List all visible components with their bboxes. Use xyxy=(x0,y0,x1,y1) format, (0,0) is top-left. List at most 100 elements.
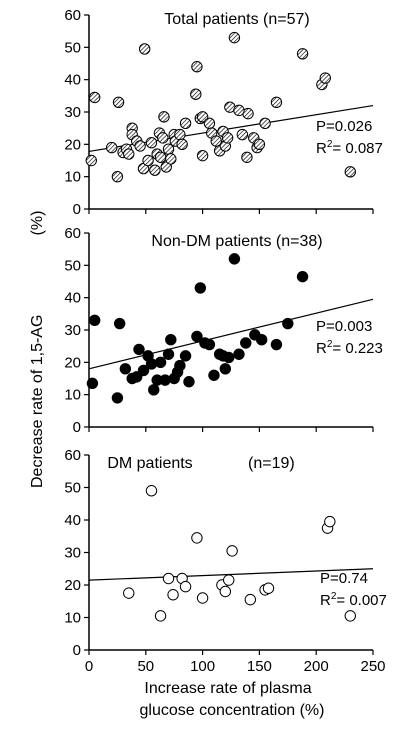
data-point xyxy=(282,317,294,330)
panel-2: 0 10 20 30 40 50 60 Non-DM patients (n=38) P=0.0… xyxy=(64,225,383,436)
y-tick-label: 10 xyxy=(64,387,81,404)
x-axis-title-line1: Increase rate of plasma xyxy=(144,680,311,697)
data-point xyxy=(270,338,283,351)
data-point xyxy=(203,117,216,130)
data-point xyxy=(174,359,186,372)
data-point xyxy=(158,111,170,123)
x-tick-label: 250 xyxy=(360,658,385,675)
data-point xyxy=(179,350,192,362)
panels: 0 10 20 30 40 50 60 Total patients (n=57) P=0.02… xyxy=(64,7,387,675)
data-point xyxy=(203,338,216,351)
data-point xyxy=(133,343,145,356)
data-point xyxy=(165,334,177,346)
data-point xyxy=(296,48,309,60)
data-point xyxy=(162,572,175,585)
data-point xyxy=(154,610,167,622)
data-point xyxy=(233,348,245,360)
y-axis-unit: (%) xyxy=(29,211,46,236)
data-point xyxy=(223,574,235,586)
x-tick-label: 150 xyxy=(247,658,272,675)
data-point xyxy=(174,128,186,141)
data-point xyxy=(344,166,356,178)
data-point xyxy=(165,153,177,165)
y-tick-label: 50 xyxy=(64,257,81,274)
data-point xyxy=(112,96,125,109)
y-tick-label: 60 xyxy=(64,447,81,464)
x-tick-label: 50 xyxy=(137,658,154,675)
panel-title: Non-DM patients (n=38) xyxy=(151,233,322,250)
y-tick-label: 30 xyxy=(64,104,81,121)
data-point xyxy=(145,485,158,497)
data-point xyxy=(138,43,151,55)
y-tick-label: 0 xyxy=(73,642,81,659)
panel-title: Total patients (n=57) xyxy=(164,11,309,28)
data-point xyxy=(137,364,150,377)
data-point xyxy=(157,132,169,144)
x-tick-label: 200 xyxy=(304,658,329,675)
data-point xyxy=(88,91,101,104)
p-value: P=0.026 xyxy=(316,118,372,135)
panel-title: DM patients xyxy=(107,455,192,472)
p-value: P=0.74 xyxy=(320,570,368,587)
data-point xyxy=(196,111,209,123)
data-point xyxy=(228,253,241,265)
data-point xyxy=(111,392,124,404)
data-point xyxy=(344,610,356,622)
panel-1: 0 10 20 30 40 50 60 Total patients (n=57) P=0.02… xyxy=(64,7,383,218)
data-point xyxy=(113,317,126,330)
p-value: P=0.003 xyxy=(316,318,372,335)
data-point xyxy=(190,88,202,100)
data-point xyxy=(236,128,249,141)
data-point xyxy=(176,138,188,151)
panel-title-n: (n=19) xyxy=(248,455,295,472)
r-squared: R2= 0.007 xyxy=(320,591,387,609)
x-axis-title-line2: glucose concentration (%) xyxy=(140,702,325,719)
data-point xyxy=(319,72,331,84)
data-point xyxy=(233,104,245,117)
data-point xyxy=(226,545,238,557)
data-point xyxy=(86,377,99,390)
data-point xyxy=(241,151,253,163)
data-point xyxy=(123,148,135,160)
data-point xyxy=(296,270,309,283)
data-point xyxy=(196,149,209,162)
y-tick-label: 20 xyxy=(64,577,81,594)
data-point xyxy=(219,585,232,598)
data-point xyxy=(85,154,97,167)
data-point xyxy=(191,330,203,343)
trend-line xyxy=(88,568,374,581)
data-point xyxy=(194,282,207,294)
y-tick-label: 60 xyxy=(64,7,81,24)
data-point xyxy=(262,582,275,594)
data-point xyxy=(196,592,209,604)
y-tick-label: 20 xyxy=(64,136,81,153)
data-point xyxy=(106,141,118,154)
data-point xyxy=(88,314,101,326)
y-tick-label: 30 xyxy=(64,545,81,562)
y-tick-label: 10 xyxy=(64,610,81,627)
data-point xyxy=(255,334,268,346)
data-point xyxy=(123,587,135,599)
y-tick-label: 40 xyxy=(64,290,81,307)
y-tick-label: 60 xyxy=(64,225,81,242)
y-tick-label: 20 xyxy=(64,354,81,371)
data-point xyxy=(154,151,167,163)
y-tick-label: 40 xyxy=(64,72,81,89)
data-point xyxy=(228,31,241,44)
y-tick-label: 50 xyxy=(64,39,81,56)
y-tick-label: 0 xyxy=(73,419,81,436)
data-point xyxy=(134,140,146,152)
y-tick-label: 40 xyxy=(64,512,81,529)
data-point xyxy=(244,593,257,606)
y-tick-label: 10 xyxy=(64,169,81,186)
data-point xyxy=(183,376,195,388)
data-point xyxy=(253,138,266,151)
x-tick-label: 0 xyxy=(85,658,93,675)
data-point xyxy=(324,515,336,528)
data-point xyxy=(219,363,232,375)
data-point xyxy=(179,580,192,593)
data-point xyxy=(111,170,124,183)
data-point xyxy=(179,117,192,130)
panel-3: 0 10 20 30 40 50 60 0 50 100 150 200 250 DM patients (… xyxy=(64,447,387,675)
data-point xyxy=(154,356,167,369)
